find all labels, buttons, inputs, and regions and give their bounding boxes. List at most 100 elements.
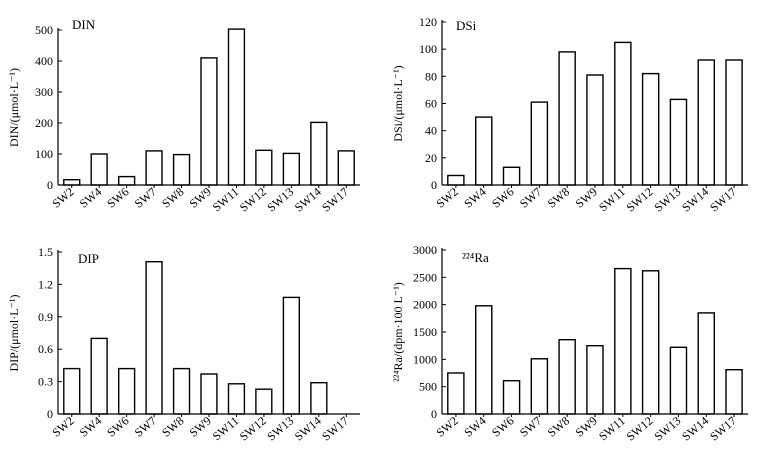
bar-sw11 — [227, 28, 246, 186]
x-tick-label: SW11 — [210, 185, 242, 215]
y-tick-label: 0.6 — [38, 342, 53, 356]
bar-sw8 — [558, 339, 576, 415]
y-tick-label: 0.3 — [38, 375, 53, 389]
bar-sw8 — [558, 51, 576, 186]
bar-sw12 — [641, 270, 660, 415]
bar-sw6 — [117, 175, 136, 186]
chart-title: DSi — [456, 18, 477, 33]
bar-sw17 — [725, 369, 743, 415]
bar-sw4 — [475, 305, 493, 415]
x-tick-label: SW17 — [707, 185, 739, 215]
y-tick-label: 3000 — [413, 243, 437, 257]
x-tick-label: SW11 — [210, 414, 242, 444]
x-tick-label: SW2 — [49, 185, 76, 211]
bar-sw13 — [282, 296, 300, 415]
x-tick-label: SW17 — [319, 185, 351, 215]
y-tick-label: 0.9 — [38, 310, 53, 324]
y-tick-label: 60 — [425, 97, 437, 111]
bar-sw4 — [90, 153, 108, 186]
x-tick-label: SW14 — [679, 414, 711, 444]
bar-sw7 — [145, 261, 163, 415]
bar-sw17 — [337, 150, 355, 186]
bar-sw2 — [63, 178, 81, 186]
y-tick-label: 20 — [425, 151, 437, 165]
bar-sw2 — [447, 174, 465, 186]
x-tick-label: SW13 — [264, 185, 296, 215]
bar-sw4 — [475, 116, 493, 186]
y-tick-label: 0 — [431, 407, 437, 421]
bar-sw12 — [255, 388, 273, 415]
bar-sw7 — [530, 101, 549, 186]
y-tick-label: 100 — [419, 42, 437, 56]
x-tick-label: SW7 — [132, 185, 159, 211]
chart-title: DIN — [72, 17, 96, 32]
x-tick-label: SW11 — [596, 414, 628, 444]
x-tick-label: SW7 — [517, 185, 544, 211]
x-tick-label: SW8 — [545, 185, 572, 211]
y-tick-label: 200 — [35, 116, 53, 130]
bar-sw7 — [530, 358, 549, 415]
bar-sw2 — [63, 367, 81, 415]
x-tick-label: SW13 — [264, 414, 296, 444]
x-tick-label: SW12 — [237, 414, 269, 444]
bar-sw13 — [282, 152, 300, 186]
x-tick-label: SW6 — [489, 414, 516, 440]
x-tick-label: SW11 — [596, 185, 628, 215]
x-tick-label: SW6 — [104, 185, 131, 211]
x-tick-label: SW2 — [49, 414, 76, 440]
x-tick-label: SW14 — [292, 414, 324, 444]
bar-sw14 — [697, 59, 716, 186]
x-tick-label: SW6 — [104, 414, 131, 440]
bar-sw14 — [310, 121, 328, 186]
x-tick-label: SW9 — [573, 414, 600, 440]
chart-title: DIP — [78, 251, 99, 266]
bar-sw8 — [172, 153, 191, 186]
bar-sw7 — [145, 150, 163, 186]
x-tick-label: SW6 — [489, 185, 516, 211]
bar-sw9 — [200, 373, 218, 415]
bar-sw17 — [725, 59, 743, 186]
bar-sw13 — [669, 98, 688, 186]
x-tick-label: SW17 — [707, 414, 739, 444]
bar-sw9 — [200, 57, 218, 186]
x-tick-label: SW4 — [461, 414, 488, 440]
x-tick-label: SW9 — [187, 185, 214, 211]
x-tick-label: SW13 — [651, 414, 683, 444]
bar-sw11 — [227, 383, 246, 415]
y-tick-label: 0 — [431, 178, 437, 192]
x-tick-label: SW13 — [651, 185, 683, 215]
x-tick-label: SW12 — [237, 185, 269, 215]
x-tick-label: SW9 — [573, 185, 600, 211]
chart-title: ²²⁴Ra — [462, 250, 489, 265]
bar-sw9 — [586, 74, 604, 186]
x-tick-label: SW2 — [433, 185, 460, 211]
x-tick-label: SW7 — [132, 414, 159, 440]
bar-sw11 — [614, 267, 632, 415]
x-tick-label: SW8 — [159, 414, 186, 440]
bar-sw14 — [697, 312, 716, 415]
x-tick-label: SW14 — [679, 185, 711, 215]
x-tick-label: SW17 — [319, 414, 351, 444]
y-tick-label: 1.2 — [38, 277, 53, 291]
bar-sw13 — [669, 346, 688, 415]
y-tick-label: 120 — [419, 15, 437, 29]
y-tick-label: 1500 — [413, 325, 437, 339]
y-tick-label: 2500 — [413, 270, 437, 284]
bar-sw12 — [255, 149, 273, 186]
y-axis-label: DSi/(μmol·L⁻¹) — [391, 65, 405, 141]
bar-sw14 — [310, 382, 328, 415]
y-tick-label: 2000 — [413, 298, 437, 312]
y-tick-label: 500 — [35, 23, 53, 37]
bar-sw4 — [90, 337, 108, 415]
x-tick-label: SW2 — [433, 414, 460, 440]
bar-sw11 — [614, 41, 632, 186]
x-tick-label: SW4 — [461, 185, 488, 211]
x-tick-label: SW12 — [624, 414, 656, 444]
y-axis-label: DIN/(μmol·L⁻¹) — [7, 68, 21, 147]
y-tick-label: 400 — [35, 54, 53, 68]
x-tick-label: SW8 — [159, 185, 186, 211]
x-tick-label: SW4 — [77, 185, 104, 211]
